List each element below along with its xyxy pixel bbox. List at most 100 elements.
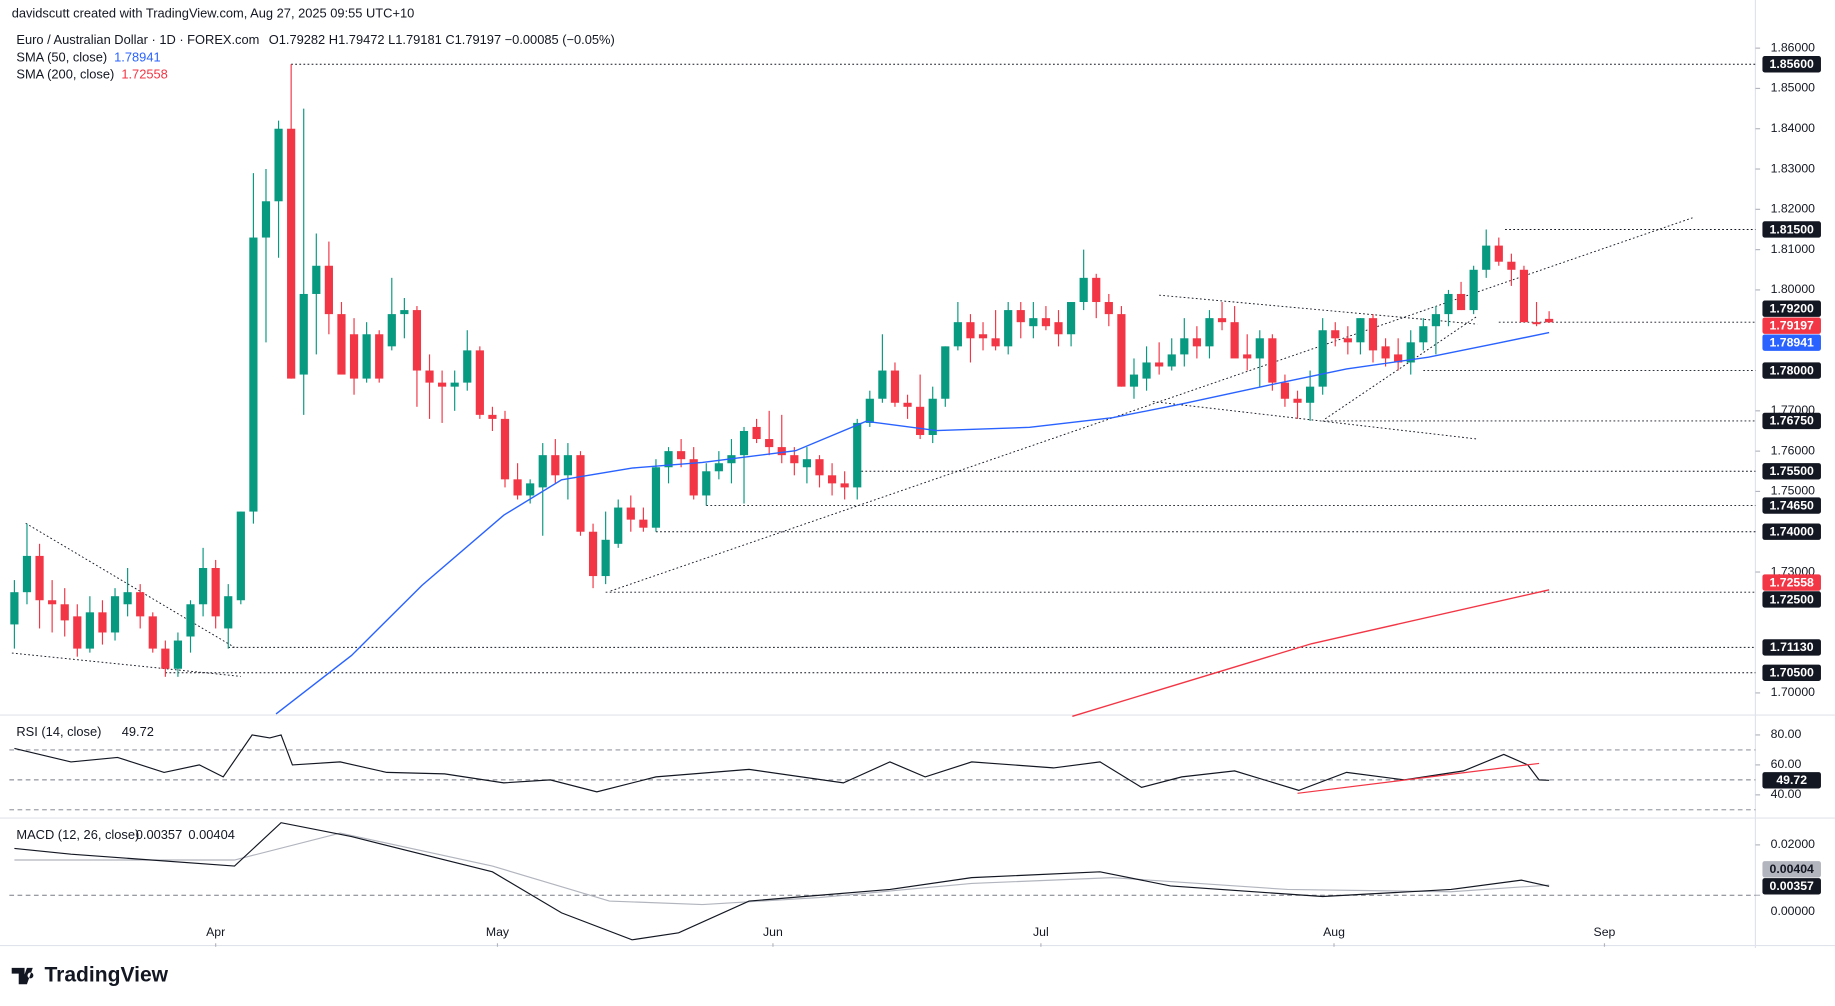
candle-body [1293, 398, 1302, 403]
candle-body [916, 406, 925, 436]
candle-body [1066, 302, 1076, 335]
candle-body [1142, 362, 1151, 379]
candle-body [148, 616, 157, 649]
price-label: 1.74000 [1770, 525, 1815, 539]
candle-body [48, 600, 57, 605]
y-tick-label: 1.86000 [1771, 40, 1816, 54]
macd-line [14, 832, 1550, 906]
macd-tick-label: 0.02000 [1771, 837, 1816, 851]
trendline [1152, 401, 1478, 440]
y-tick-label: 1.81000 [1771, 242, 1816, 256]
price-label-box [1762, 412, 1821, 430]
macd-label: 0.00404 [1770, 862, 1815, 876]
legend-value: 1.72558 [121, 67, 167, 82]
candle-body [1545, 318, 1554, 323]
candle-body [1356, 318, 1365, 343]
candle-body [777, 447, 786, 456]
macd-legend-value: 0.00357 [136, 827, 182, 842]
candle-body [35, 555, 44, 601]
candle-body [1507, 261, 1516, 270]
candle-body [324, 265, 333, 315]
candle-body [991, 338, 1000, 347]
candle-body [853, 422, 862, 488]
price-label-box [1762, 334, 1821, 351]
candle-body [1129, 374, 1139, 387]
candle-body [299, 293, 308, 375]
candle-body [878, 370, 887, 399]
rsi-tick-label: 80.00 [1771, 727, 1802, 741]
candle-body [261, 201, 271, 238]
candle-body [790, 455, 799, 464]
candle-body [412, 310, 422, 371]
candle-body [1406, 342, 1415, 363]
candle-body [1092, 277, 1101, 303]
price-label-box [1762, 362, 1821, 379]
macd-legend-value: 0.00404 [188, 827, 234, 842]
price-label-box [1762, 317, 1821, 334]
candle-body [1217, 318, 1227, 323]
ohlc-readout: O1.79282 H1.79472 L1.79181 C1.79197 −0.0… [269, 32, 615, 47]
macd-label-box [1762, 861, 1821, 878]
price-label-box [1762, 300, 1821, 317]
candle-body [752, 426, 761, 440]
price-label-box [1762, 574, 1821, 591]
candle-body [1331, 330, 1340, 339]
candle-body [186, 604, 195, 637]
candle-body [1104, 302, 1113, 315]
x-tick-label: Sep [1594, 925, 1616, 939]
candle-body [765, 439, 774, 448]
candle-body [1519, 269, 1529, 323]
candle-body [274, 128, 283, 202]
candle-body [1117, 314, 1126, 387]
candle-body [1343, 338, 1352, 343]
candle-body [626, 507, 635, 520]
legend-name: SMA (200, close) [16, 67, 114, 82]
y-tick-label: 1.76000 [1771, 443, 1816, 457]
x-tick-label: May [486, 925, 510, 939]
candle-body [827, 475, 837, 484]
price-label-box [1762, 639, 1821, 656]
legend-name: SMA (50, close) [16, 50, 107, 65]
candle-body [500, 418, 510, 480]
candle-body [1255, 338, 1264, 359]
legend-entry: SMA (200, close) 1.72558 [16, 67, 167, 82]
x-tick-label: Aug [1323, 925, 1345, 939]
price-label: 1.79200 [1770, 302, 1815, 316]
candle-body [664, 451, 673, 468]
price-label-box [1762, 221, 1821, 238]
candle-body [966, 322, 975, 339]
candle-body [1243, 354, 1252, 359]
candle-body [438, 382, 447, 387]
rsi-legend-value: 49.72 [122, 724, 154, 739]
price-label-box [1762, 664, 1821, 681]
candle-body [1431, 314, 1440, 327]
candle-body [349, 334, 359, 379]
rsi-line [14, 734, 1550, 793]
brand-logo[interactable]: TradingView [11, 964, 169, 987]
candle-body [312, 265, 321, 294]
candle-body [677, 451, 686, 460]
candle-body [1004, 310, 1013, 347]
candle-body [1482, 245, 1491, 270]
legend-title: Euro / Australian Dollar · 1D · FOREX.co… [16, 32, 614, 47]
candle-body [1306, 386, 1315, 403]
caption: davidscutt created with TradingView.com,… [12, 5, 415, 20]
y-tick-label: 1.70000 [1771, 685, 1816, 699]
candle-body [60, 604, 69, 621]
candle-body [1079, 277, 1088, 303]
candle-body [865, 398, 874, 423]
price-label: 1.85600 [1770, 57, 1815, 71]
price-label-box [1762, 523, 1821, 540]
price-label: 1.78941 [1770, 335, 1815, 349]
candle-body [1041, 318, 1051, 327]
macd-label-box [1762, 878, 1821, 895]
candle-body [1054, 322, 1063, 335]
candle-body [702, 471, 711, 496]
x-tick-label: Jun [763, 925, 783, 939]
candle-body [400, 310, 409, 315]
legend-value: 1.78941 [114, 50, 160, 65]
candle-body [953, 322, 962, 347]
candle-body [563, 455, 572, 476]
y-tick-label: 1.85000 [1771, 81, 1816, 95]
